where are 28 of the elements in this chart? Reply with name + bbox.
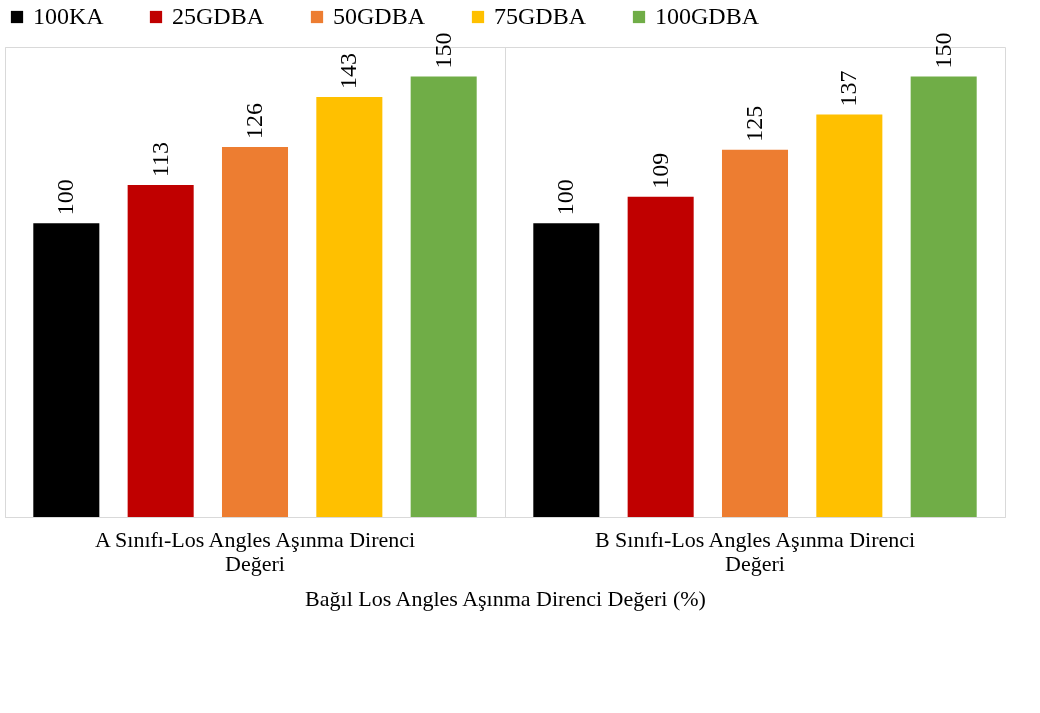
bar <box>910 76 977 517</box>
bar <box>721 149 789 517</box>
bar <box>127 185 194 517</box>
bar <box>816 114 883 517</box>
x-tick-label: B Sınıfı-Los Angles Aşınma Direnci Değeri <box>594 526 916 576</box>
data-label: 125 <box>741 105 767 142</box>
legend-label: 50GDBA <box>333 3 426 29</box>
data-label: 100 <box>52 179 79 216</box>
legend-label: 75GDBA <box>494 3 587 29</box>
bar <box>627 196 694 517</box>
legend-label: 25GDBA <box>172 3 265 29</box>
legend-label: 100KA <box>33 3 105 29</box>
data-label: 150 <box>929 32 956 69</box>
bar <box>221 146 289 517</box>
data-label: 137 <box>835 70 862 107</box>
bar <box>410 76 477 517</box>
legend-label: 100GDBA <box>655 3 760 29</box>
bar <box>33 223 100 517</box>
x-axis-title: Bağıl Los Angles Aşınma Direnci Değeri (%) <box>305 585 706 611</box>
data-label: 113 <box>146 141 173 178</box>
data-label: 143 <box>335 52 362 89</box>
data-label: 126 <box>241 102 267 139</box>
data-label: 150 <box>429 32 456 69</box>
data-label: 109 <box>646 152 673 189</box>
bar <box>316 96 383 517</box>
data-label: 100 <box>552 179 579 216</box>
x-tick-label: A Sınıfı-Los Angles Aşınma Direnci Değeri <box>94 526 416 576</box>
bar <box>533 223 600 517</box>
